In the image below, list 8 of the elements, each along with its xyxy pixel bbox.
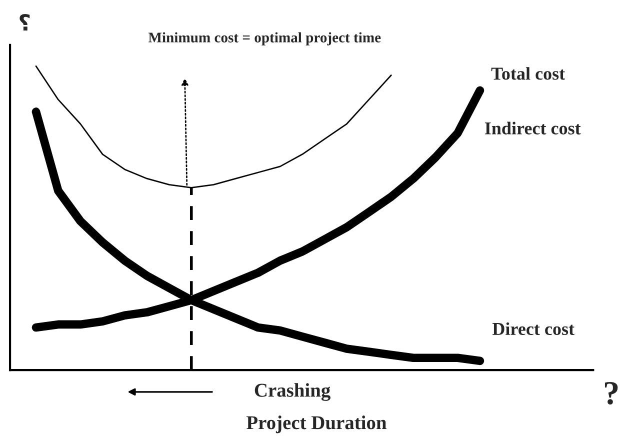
x-axis-title: Project Duration — [246, 416, 386, 434]
text: Crashing — [254, 383, 330, 401]
series-label: Indirect cost — [484, 122, 581, 134]
series-label: Direct cost — [492, 322, 574, 336]
text: ? — [605, 382, 618, 404]
text: Total cost — [491, 67, 566, 80]
text: Minimum cost = optimal project time — [148, 32, 381, 46]
y-axis-title: ؟ — [20, 14, 30, 31]
